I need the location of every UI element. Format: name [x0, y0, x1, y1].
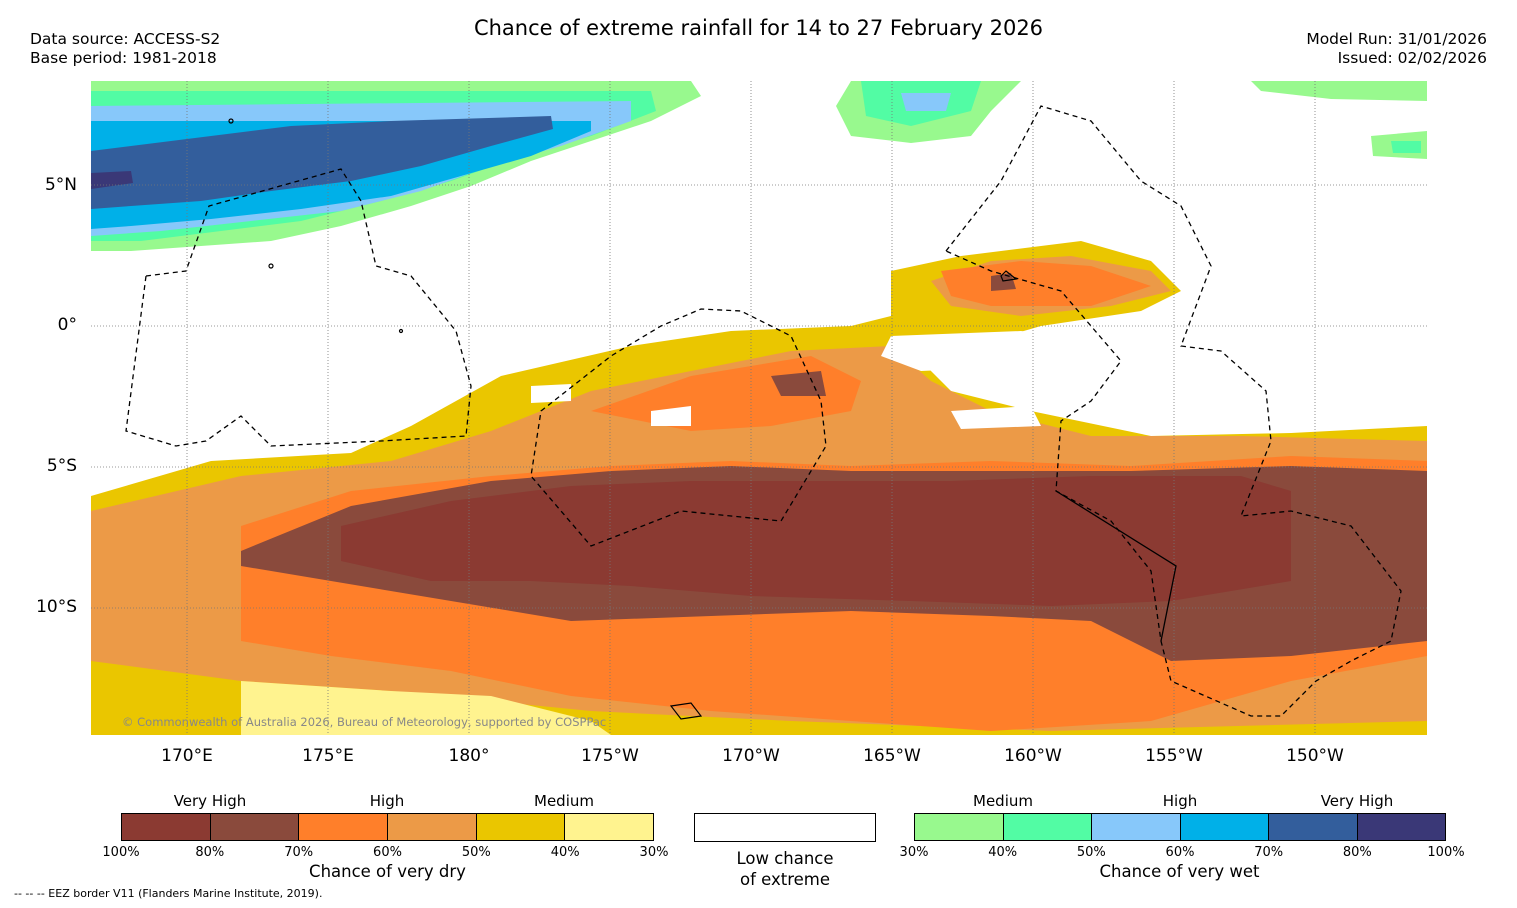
boundary-line	[1055, 490, 1177, 642]
wet-swatch-1	[1003, 814, 1092, 840]
low-chance-swatch	[694, 813, 876, 842]
wet-tick-5: 80%	[1342, 845, 1372, 860]
dry-cat-high: High	[369, 792, 405, 810]
wet-tick-3: 60%	[1165, 845, 1195, 860]
run-info: Model Run: 31/01/2026 Issued: 02/02/2026	[1306, 30, 1487, 68]
chart-title: Chance of extreme rainfall for 14 to 27 …	[473, 16, 1044, 40]
model-run: Model Run: 31/01/2026	[1306, 30, 1487, 48]
rainfall-map	[91, 81, 1427, 735]
wet-tick-1: 40%	[988, 845, 1018, 860]
lon-label-175w: 175°W	[581, 746, 639, 766]
wet-tick-0: 30%	[899, 845, 929, 860]
eez-borders	[125, 105, 1402, 717]
wet-color-bar	[914, 813, 1446, 841]
wet-swatch-5	[1357, 814, 1445, 840]
lon-label-160w: 160°W	[1004, 746, 1062, 766]
wet-tick-6: 100%	[1427, 845, 1465, 860]
dry-tick-1: 80%	[195, 845, 225, 860]
low-caption-line2: of extreme	[739, 870, 831, 889]
wet-cat-very-high: Very High	[1320, 792, 1394, 810]
dry-cat-very-high: Very High	[173, 792, 247, 810]
lon-label-175e: 175°E	[302, 746, 354, 766]
issued-date: Issued: 02/02/2026	[1337, 49, 1487, 67]
lat-label-10s: 10°S	[36, 597, 77, 617]
data-source: Data source: ACCESS-S2	[30, 30, 221, 48]
dry-tick-4: 50%	[461, 845, 491, 860]
data-info: Data source: ACCESS-S2 Base period: 1981…	[30, 30, 220, 68]
dry-swatch-4	[476, 814, 566, 840]
wet-cat-medium: Medium	[973, 792, 1033, 810]
lat-label-0: 0°	[57, 315, 77, 335]
lat-label-5s: 5°S	[46, 456, 77, 476]
dry-swatch-1	[210, 814, 300, 840]
dry-tick-2: 70%	[284, 845, 314, 860]
grid-lines	[91, 81, 1427, 735]
low-caption-line1: Low chance	[736, 849, 834, 868]
lon-label-180: 180°	[448, 746, 490, 766]
islands	[228, 118, 1018, 720]
low-chance-caption: Low chance of extreme	[694, 848, 876, 890]
base-period: Base period: 1981-2018	[30, 49, 217, 67]
wet-swatch-4	[1269, 814, 1358, 840]
dry-caption: Chance of very dry	[309, 862, 466, 881]
lon-label-155w: 155°W	[1145, 746, 1203, 766]
dry-swatch-0	[122, 814, 211, 840]
lat-label-5n: 5°N	[44, 175, 77, 195]
dry-tick-3: 60%	[373, 845, 402, 860]
wet-swatch-2	[1092, 814, 1181, 840]
eez-footnote: -- -- -- EEZ border V11 (Flanders Marine…	[14, 887, 323, 900]
low-chance-patches	[531, 331, 1091, 429]
lon-label-150w: 150°W	[1286, 746, 1344, 766]
dry-cat-medium: Medium	[534, 792, 594, 810]
wet-caption: Chance of very wet	[1099, 862, 1260, 881]
dry-swatch-5	[565, 814, 654, 840]
wet-tick-2: 50%	[1076, 845, 1106, 860]
wet-cat-high: High	[1162, 792, 1198, 810]
lon-label-170w: 170°W	[722, 746, 780, 766]
wet-swatch-0	[915, 814, 1004, 840]
dry-tick-6: 30%	[639, 845, 669, 860]
dry-tick-0: 100%	[102, 845, 140, 860]
dry-swatch-2	[299, 814, 389, 840]
lon-label-165w: 165°W	[863, 746, 921, 766]
dry-tick-5: 40%	[550, 845, 580, 860]
dry-region	[91, 241, 1427, 735]
dry-color-bar	[121, 813, 654, 841]
wet-tick-4: 70%	[1254, 845, 1284, 860]
lon-label-170e: 170°E	[161, 746, 213, 766]
wet-region	[91, 81, 1427, 251]
wet-swatch-3	[1180, 814, 1269, 840]
dry-swatch-3	[388, 814, 477, 840]
copyright: © Commonwealth of Australia 2026, Bureau…	[122, 715, 607, 729]
